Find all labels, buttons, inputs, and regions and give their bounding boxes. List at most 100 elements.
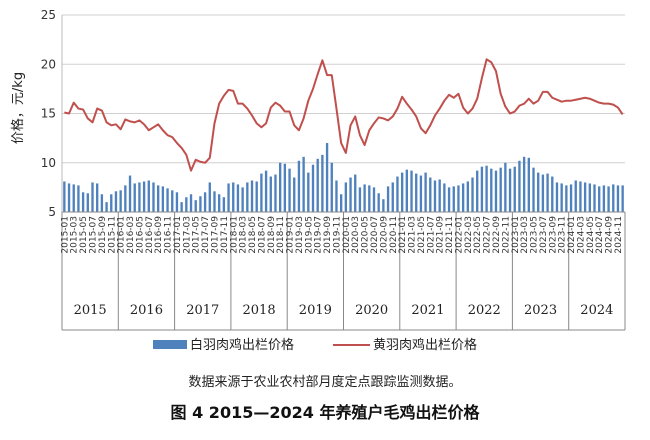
bar (429, 177, 432, 212)
bar (96, 183, 99, 212)
bar (490, 168, 493, 212)
bar (152, 182, 155, 212)
line-series-yellow-feather (64, 58, 624, 172)
bar (222, 197, 226, 212)
bar (354, 174, 357, 212)
bar (86, 193, 89, 212)
x-tick-label: 2024-01 (567, 216, 577, 254)
x-tick-label: 2022-11 (501, 216, 511, 254)
bar (283, 163, 287, 212)
bar (316, 158, 319, 212)
x-tick-label: 2021-07 (426, 216, 436, 254)
bar (405, 169, 409, 212)
x-tick-label: 2018-01 (229, 216, 239, 254)
year-label: 2023 (524, 303, 557, 318)
bar (372, 187, 376, 212)
x-tick-label: 2015-07 (89, 216, 99, 254)
year-label: 2018 (243, 303, 276, 318)
x-tick-label: 2020-11 (389, 216, 399, 254)
bar (522, 156, 526, 212)
x-tick-label: 2023-05 (530, 216, 540, 254)
bar (203, 192, 207, 212)
bar (264, 170, 268, 212)
bar (368, 185, 371, 212)
bar (363, 184, 366, 212)
x-tick-label: 2016-11 (164, 216, 174, 254)
bar (466, 181, 470, 212)
bar (232, 182, 235, 212)
bar (593, 184, 596, 212)
bar (452, 186, 455, 212)
year-label: 2020 (355, 303, 388, 318)
bar (485, 165, 488, 212)
bar (124, 185, 127, 212)
y-tick-label: 10 (41, 156, 56, 170)
year-labels: 2015 2016 2017 2018 2019 2020 2021 2022 2023 2024 (74, 303, 614, 318)
year-label: 2022 (468, 303, 501, 318)
bar (339, 194, 343, 212)
bar (598, 186, 601, 212)
bar (508, 168, 512, 212)
bar (175, 192, 179, 212)
x-tick-label: 2021-11 (445, 216, 455, 254)
x-tick-label: 2019-07 (314, 216, 324, 254)
bar (100, 194, 104, 212)
bar (415, 173, 418, 212)
bar (438, 179, 441, 212)
bar (227, 183, 230, 212)
figure-title: 图 4 2015—2024 年养殖户毛鸡出栏价格 (171, 403, 481, 422)
x-tick-label: 2018-11 (276, 216, 286, 254)
bar (476, 170, 479, 212)
legend: 白羽肉鸡出栏价格 黄羽肉鸡出栏价格 (153, 337, 477, 353)
legend-label-line: 黄羽肉鸡出栏价格 (373, 337, 477, 353)
bar (612, 184, 615, 212)
bar (161, 186, 165, 212)
gridlines (62, 14, 625, 164)
bar (583, 182, 587, 212)
bar (133, 183, 136, 212)
x-tick-label: 2022-01 (454, 216, 464, 254)
bar (396, 176, 399, 212)
year-label: 2015 (74, 303, 107, 318)
bar (180, 202, 183, 212)
x-tick-label: 2023-07 (539, 216, 549, 254)
x-tick-label: 2018-03 (239, 216, 249, 254)
source-note: 数据来源于农业农村部月度定点跟踪监测数据。 (188, 374, 461, 390)
bar (171, 190, 174, 212)
bar (119, 190, 122, 212)
y-tick-label: 15 (41, 107, 56, 121)
bar (142, 181, 146, 212)
x-tick-label: 2021-05 (417, 216, 427, 254)
x-tick-label: 2024-07 (595, 216, 605, 254)
line-path (64, 58, 624, 172)
bar (250, 180, 254, 212)
legend-swatch-bar (153, 340, 187, 349)
x-tick-label: 2024-05 (586, 216, 596, 254)
x-tick-label: 2015-01 (60, 216, 70, 254)
bar (344, 182, 348, 212)
bar (551, 176, 554, 212)
year-label: 2017 (186, 303, 219, 318)
bar (302, 156, 305, 212)
bar (236, 184, 240, 212)
bar (330, 162, 333, 212)
year-label: 2021 (411, 303, 444, 318)
bar-series-white-feather (63, 143, 624, 212)
x-tick-label: 2021-03 (408, 216, 418, 254)
bar (147, 180, 150, 212)
bar (532, 167, 535, 212)
bar (114, 191, 118, 212)
bar (621, 185, 624, 212)
x-tick-label: 2022-03 (464, 216, 474, 254)
bar (579, 181, 582, 212)
bar (480, 166, 484, 212)
bar (274, 174, 277, 212)
x-tick-label: 2017-07 (201, 216, 211, 254)
y-tick-label: 25 (41, 8, 56, 22)
x-tick-label: 2018-07 (257, 216, 267, 254)
bar (335, 180, 338, 212)
bar (602, 185, 606, 212)
bar (185, 197, 188, 212)
bar (217, 194, 221, 212)
bar (400, 172, 404, 212)
